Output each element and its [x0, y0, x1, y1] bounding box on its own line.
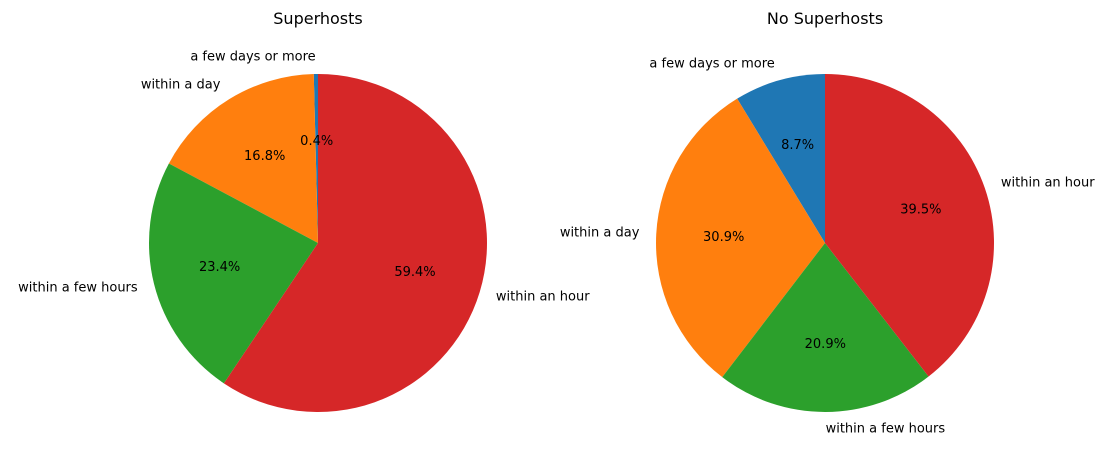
pie-slice-label: within an hour [1001, 175, 1095, 190]
pie-slice-label: within an hour [496, 290, 590, 305]
pie-slice [148, 163, 318, 384]
pie-pct-label: 39.5% [900, 203, 941, 218]
pie-slices [148, 73, 488, 412]
pie-slice-label: a few days or more [190, 50, 315, 65]
pie-slice [656, 98, 825, 378]
pie-pct-label: 0.4% [300, 134, 333, 149]
pie-slice [722, 243, 929, 412]
chart-superhosts: Superhosts 0.4% 16.8% 23.4% 59.4% a few day… [18, 9, 590, 412]
pie-slice-label: within a few hours [826, 421, 946, 436]
pie-slice-label: within a day [560, 226, 640, 241]
pie-slice [168, 74, 318, 243]
chart-title: No Superhosts [767, 9, 883, 28]
pie-pct-label: 8.7% [781, 138, 814, 153]
pie-slice [223, 73, 488, 412]
pie-slices [656, 73, 995, 412]
pie-pct-label: 59.4% [394, 265, 435, 280]
slice-labels: a few days or more within a day within a f… [18, 50, 590, 305]
pie-slice [313, 73, 318, 243]
pie-slice-label: within a few hours [18, 281, 138, 296]
pct-labels: 0.4% 16.8% 23.4% 59.4% [199, 134, 436, 280]
chart-title: Superhosts [273, 9, 362, 28]
pie-slice [737, 74, 825, 243]
slice-labels: a few days or more within a day within a f… [560, 57, 1095, 437]
pie-pct-label: 30.9% [703, 230, 744, 245]
pie-slice [825, 73, 995, 377]
pct-labels: 8.7% 30.9% 20.9% 39.5% [703, 138, 942, 352]
pie-slice-label: within a day [141, 77, 221, 92]
chart-no-superhosts: No Superhosts 8.7% 30.9% 20.9% 39.5% a few … [560, 9, 1095, 436]
pie-pct-label: 20.9% [805, 337, 846, 352]
pie-pct-label: 16.8% [244, 149, 285, 164]
pie-pct-label: 23.4% [199, 260, 240, 275]
pie-slice-label: a few days or more [649, 57, 774, 72]
